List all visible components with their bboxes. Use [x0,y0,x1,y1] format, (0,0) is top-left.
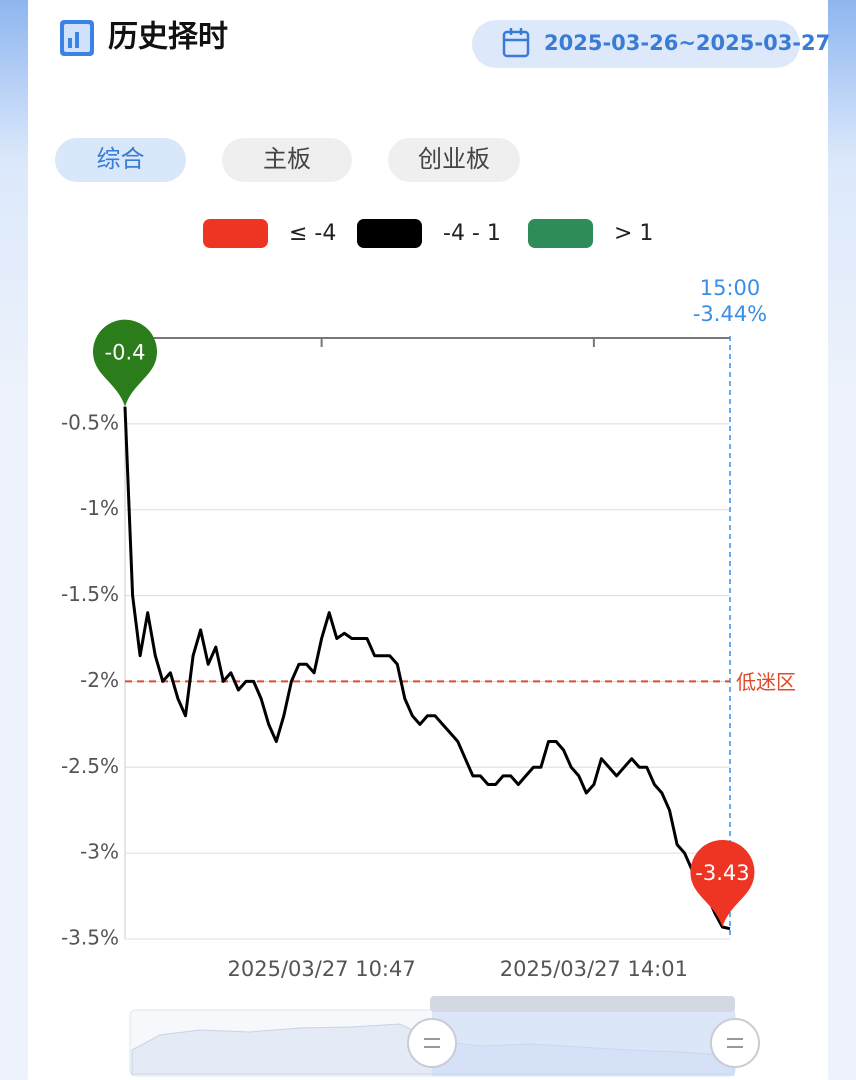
navigator [129,996,760,1077]
value-pin [690,839,755,927]
legend-swatch [357,219,422,248]
legend-label: > 1 [614,221,653,246]
pin-label: -0.4 [105,341,146,365]
legend-label: -4 - 1 [443,221,501,246]
card [28,0,828,1080]
chart: ≤ -4-4 - 1> 10-0.5%-1%-1.5%-2%-2.5%-3%-3… [61,219,796,981]
y-tick-label: -3% [80,840,119,864]
y-tick-label: -0.5% [61,410,119,434]
tab-label[interactable]: 创业板 [418,145,490,173]
value-pin [93,319,157,407]
tab-label[interactable]: 主板 [263,145,311,173]
title-icon [60,20,94,56]
date-pill[interactable] [472,20,800,68]
cursor-value: -3.44% [693,302,767,326]
x-tick-label: 2025/03/27 10:47 [228,957,416,981]
calendar-icon [502,28,530,58]
tab[interactable] [55,138,186,182]
tabs: 综合 主板 创业板 [55,138,520,182]
y-tick-label: -3.5% [61,926,119,950]
y-tick-label: -1% [80,496,119,520]
line-series [123,406,731,931]
legend-swatch [203,219,268,248]
y-tick-label: -1.5% [61,582,119,606]
pin-label: -3.43 [695,861,749,885]
y-tick-label: -2.5% [61,754,119,778]
threshold-label: 低迷区 [736,670,796,694]
tab[interactable] [388,138,520,182]
legend-label: ≤ -4 [289,221,336,246]
cursor-time: 15:00 [700,276,761,300]
tab[interactable] [222,138,352,182]
page-title: 历史择时 [108,20,228,55]
x-tick-label: 2025/03/27 14:01 [500,957,688,981]
y-tick-label: -2% [80,668,119,692]
legend-swatch [528,219,593,248]
date-range[interactable]: 2025-03-26~2025-03-27 [544,31,830,55]
tab-label[interactable]: 综合 [97,145,145,173]
